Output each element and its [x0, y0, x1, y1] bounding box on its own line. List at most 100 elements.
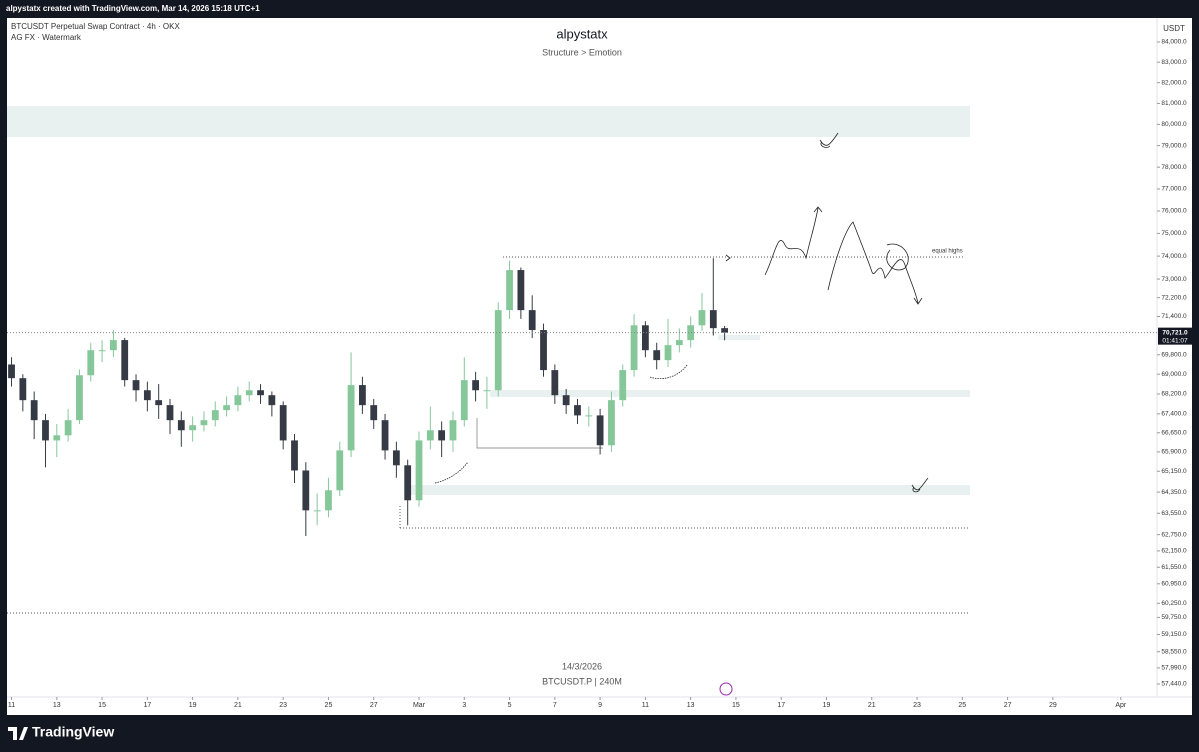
candle-body — [698, 310, 706, 326]
y-tick-label: 65,150.0 — [1161, 468, 1187, 475]
candle-body — [87, 350, 95, 376]
candle-body — [64, 420, 72, 436]
y-tick-label: 71,400.0 — [1161, 313, 1187, 320]
candle-body — [619, 370, 627, 401]
candle-body — [313, 510, 321, 512]
candle-body — [415, 440, 423, 501]
candle-body — [223, 405, 230, 411]
candle-body — [562, 395, 570, 406]
candle-body — [336, 450, 344, 491]
candle-body — [189, 425, 197, 431]
candle-body — [460, 380, 468, 421]
y-tick-label: 62,150.0 — [1161, 548, 1187, 555]
candle-body — [721, 328, 729, 333]
candle-body — [291, 440, 298, 471]
last-price-box — [1158, 327, 1192, 345]
candle-body — [121, 340, 129, 381]
candle-body — [426, 430, 434, 441]
x-tick-label: 23 — [279, 702, 287, 709]
candle-body — [641, 325, 649, 351]
x-tick-label: 13 — [53, 702, 61, 709]
candle-body — [19, 378, 27, 401]
demand-zone — [490, 390, 970, 397]
y-tick-label: 83,000.0 — [1161, 59, 1187, 66]
candle-body — [687, 325, 695, 341]
candle-body — [483, 390, 491, 392]
y-tick-label: 78,000.0 — [1161, 164, 1187, 171]
top-bar — [0, 0, 1199, 18]
x-tick-label: 15 — [732, 702, 740, 709]
candle-body — [585, 415, 593, 417]
y-tick-label: 63,550.0 — [1161, 510, 1187, 517]
y-tick-label: 66,650.0 — [1161, 430, 1187, 437]
x-tick-label: 19 — [189, 702, 197, 709]
x-tick-label: 15 — [98, 702, 106, 709]
candle-body — [528, 310, 536, 331]
candle-body — [132, 380, 140, 391]
watermark-symbol: BTCUSDT.P | 240M — [542, 676, 622, 686]
x-tick-label: 29 — [1049, 702, 1057, 709]
y-tick-label: 58,550.0 — [1161, 648, 1187, 655]
small-zone — [718, 335, 760, 340]
candle-body — [98, 350, 106, 352]
candle-body — [596, 415, 604, 446]
supply-zone — [7, 106, 970, 137]
y-tick-label: 69,800.0 — [1161, 352, 1187, 359]
footer — [0, 715, 1199, 752]
candle-body — [257, 390, 264, 396]
candle-body — [381, 420, 389, 451]
candle-body — [664, 345, 672, 361]
x-tick-label: 21 — [868, 702, 876, 709]
candle-body — [709, 310, 717, 329]
chart-title: alpystatx — [556, 26, 608, 41]
y-tick-label: 74,000.0 — [1161, 253, 1187, 260]
y-axis-label: USDT — [1163, 24, 1185, 33]
chart-subtitle: Structure > Emotion — [542, 47, 622, 57]
y-tick-label: 72,200.0 — [1161, 294, 1187, 301]
candle-body — [359, 385, 366, 406]
candle-body — [370, 405, 378, 421]
y-tick-label: 75,000.0 — [1161, 230, 1187, 237]
candle-body — [325, 490, 332, 511]
candle-body — [234, 395, 242, 406]
y-tick-label: 82,000.0 — [1161, 79, 1187, 86]
x-tick-label: 17 — [777, 702, 785, 709]
event-icon[interactable] — [719, 682, 733, 696]
countdown-label: 01:41:07 — [1162, 337, 1188, 344]
x-tick-label: 23 — [913, 702, 921, 709]
equal-highs-label: equal highs — [932, 249, 963, 255]
indicator-line: AG FX · Watermark — [11, 33, 82, 42]
candle-body — [392, 450, 400, 466]
y-tick-label: 60,950.0 — [1161, 581, 1187, 588]
candle-body — [449, 420, 457, 441]
x-tick-label: 21 — [234, 702, 242, 709]
last-price-label: 70,721.0 — [1162, 329, 1188, 336]
x-tick-label: 27 — [1004, 702, 1012, 709]
x-tick-label: 11 — [642, 702, 649, 709]
candle-body — [177, 420, 185, 431]
x-tick-label: 11 — [8, 702, 15, 709]
candle-body — [404, 465, 412, 501]
candle-body — [30, 400, 38, 421]
x-tick-label: Apr — [1115, 702, 1127, 709]
x-tick-label: 7 — [553, 702, 557, 709]
candle-body — [653, 350, 661, 361]
x-tick-label: 19 — [823, 702, 831, 709]
watermark-date: 14/3/2026 — [562, 661, 602, 671]
candle-body — [517, 270, 525, 311]
candle-body — [302, 470, 310, 511]
logo-icon — [8, 727, 28, 740]
y-tick-label: 69,000.0 — [1161, 371, 1187, 378]
x-tick-label: 5 — [508, 702, 512, 709]
x-tick-label: 27 — [370, 702, 378, 709]
candle-body — [166, 405, 174, 421]
candle-body — [472, 380, 479, 391]
y-tick-label: 59,150.0 — [1161, 631, 1187, 638]
candle-body — [438, 430, 446, 441]
candle-body — [551, 370, 559, 396]
y-tick-label: 81,000.0 — [1161, 100, 1187, 107]
y-tick-label: 59,750.0 — [1161, 614, 1187, 621]
x-tick-label: 25 — [958, 702, 966, 709]
x-tick-label: 25 — [325, 702, 333, 709]
